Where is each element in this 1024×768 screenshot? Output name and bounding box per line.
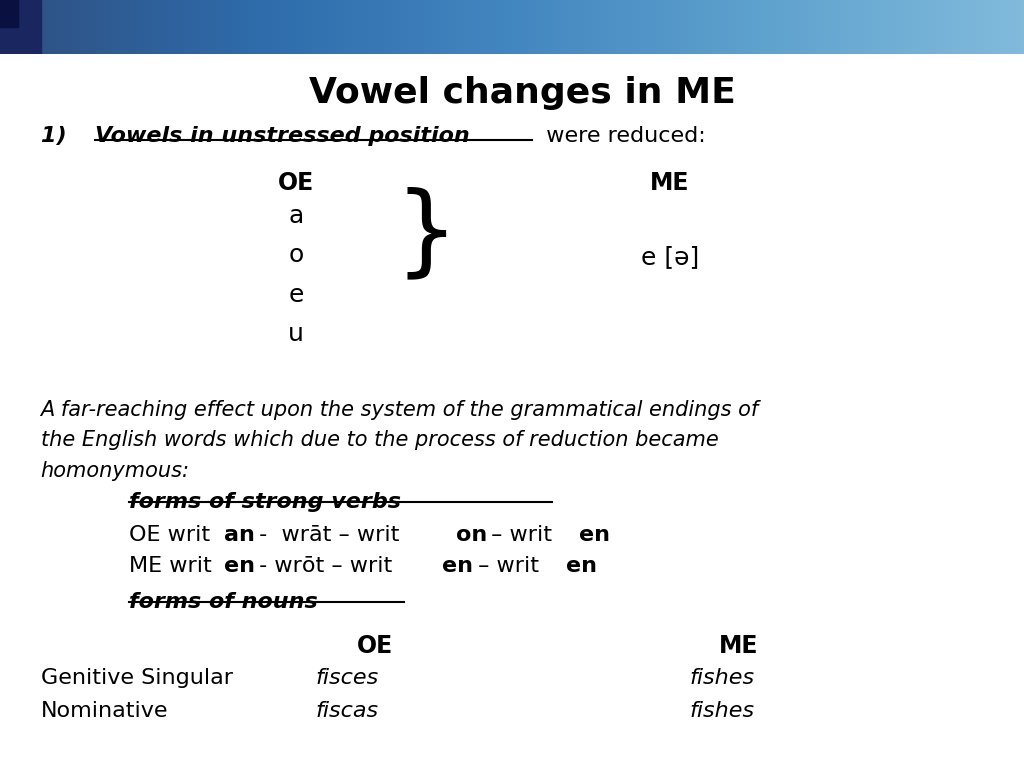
Text: ME: ME [650, 171, 689, 195]
Text: en: en [580, 525, 610, 545]
Text: Vowel changes in ME: Vowel changes in ME [309, 76, 735, 110]
Text: e: e [289, 283, 304, 306]
Text: -  wrāt – writ: - wrāt – writ [253, 525, 399, 545]
Text: were reduced:: were reduced: [532, 126, 706, 146]
Text: A far-reaching effect upon the system of the grammatical endings of: A far-reaching effect upon the system of… [41, 399, 759, 420]
Text: fishes: fishes [689, 701, 755, 721]
Text: OE: OE [278, 171, 314, 195]
Text: en: en [224, 556, 255, 576]
Text: – writ: – writ [484, 525, 553, 545]
Text: an: an [224, 525, 255, 545]
Text: o: o [289, 243, 304, 267]
Text: fiscas: fiscas [315, 701, 379, 721]
Text: on: on [456, 525, 487, 545]
Text: homonymous:: homonymous: [41, 461, 189, 481]
Text: Nominative: Nominative [41, 701, 168, 721]
Text: – writ: – writ [471, 556, 539, 576]
Text: OE writ: OE writ [129, 525, 210, 545]
Text: OE: OE [356, 634, 393, 658]
Text: ME: ME [719, 634, 758, 658]
Bar [0, 0, 41, 54]
Text: the English words which due to the process of reduction became: the English words which due to the proce… [41, 430, 718, 450]
Text: Vowels in unstressed position: Vowels in unstressed position [94, 126, 469, 146]
Text: Genitive Singular: Genitive Singular [41, 667, 232, 687]
Text: }: } [394, 187, 458, 283]
Text: fisces: fisces [315, 667, 379, 687]
Text: forms of nouns: forms of nouns [129, 592, 317, 612]
Text: fishes: fishes [689, 667, 755, 687]
Text: e [ə]: e [ə] [641, 246, 698, 270]
Text: - wrōt – writ: - wrōt – writ [253, 556, 393, 576]
Text: 1): 1) [41, 126, 82, 146]
Text: en: en [566, 556, 597, 576]
Text: ME writ: ME writ [129, 556, 212, 576]
Bar [0, 0, 18, 27]
Text: u: u [288, 322, 304, 346]
Text: a: a [289, 204, 304, 228]
Text: en: en [442, 556, 473, 576]
Text: forms of strong verbs: forms of strong verbs [129, 492, 401, 511]
